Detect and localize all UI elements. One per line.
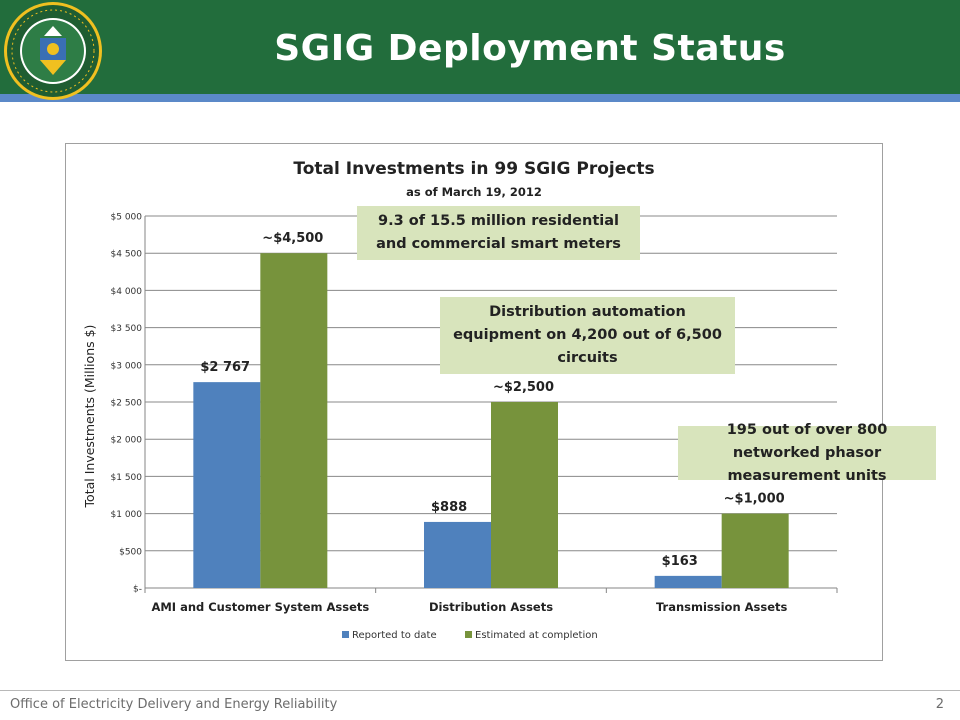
x-tick-label: Transmission Assets bbox=[656, 600, 788, 614]
data-label: $888 bbox=[431, 500, 467, 515]
bar-reported bbox=[654, 575, 722, 588]
chart-title: Total Investments in 99 SGIG Projects bbox=[293, 159, 654, 179]
y-tick-label: $4 500 bbox=[111, 250, 143, 260]
y-tick-label: $3 000 bbox=[111, 361, 143, 371]
legend-swatch-estimated bbox=[465, 631, 472, 638]
legend-swatch-reported bbox=[342, 631, 349, 638]
callout-smart-meters: 9.3 of 15.5 million residential and comm… bbox=[357, 206, 640, 260]
chart-subtitle: as of March 19, 2012 bbox=[406, 185, 542, 199]
y-tick-label: $5 000 bbox=[111, 213, 143, 223]
y-tick-label: $1 500 bbox=[111, 473, 143, 483]
legend-label-reported: Reported to date bbox=[352, 630, 437, 641]
y-tick-label: $4 000 bbox=[111, 287, 143, 297]
slide-title: SGIG Deployment Status bbox=[274, 28, 786, 69]
footer-text: Office of Electricity Delivery and Energ… bbox=[10, 697, 338, 712]
callout-phasor-units: 195 out of over 800 networked phasor mea… bbox=[678, 422, 936, 484]
chart-frame: Total Investments in 99 SGIG Projects as … bbox=[65, 143, 936, 661]
page-number: 2 bbox=[935, 697, 944, 712]
y-axis-title: Total Investments (Millions $) bbox=[82, 325, 97, 509]
doe-seal-logo bbox=[4, 2, 102, 100]
header-bar bbox=[0, 0, 960, 94]
bar-estimated bbox=[260, 253, 328, 588]
callout-distribution-automation: Distribution automation equipment on 4,2… bbox=[440, 297, 735, 374]
bar-estimated bbox=[491, 402, 558, 588]
legend-label-estimated: Estimated at completion bbox=[475, 630, 598, 641]
x-tick-label: AMI and Customer System Assets bbox=[151, 600, 369, 614]
data-label: ~$4,500 bbox=[262, 231, 323, 246]
data-label: $2 767 bbox=[200, 360, 250, 375]
data-label: ~$2,500 bbox=[493, 380, 554, 395]
data-label: $163 bbox=[662, 554, 698, 569]
data-label: ~$1,000 bbox=[724, 492, 785, 507]
y-tick-label: $- bbox=[133, 585, 142, 595]
bar-reported bbox=[193, 382, 261, 588]
footer-divider bbox=[0, 690, 960, 691]
y-tick-label: $3 500 bbox=[111, 324, 143, 334]
x-tick-label: Distribution Assets bbox=[429, 600, 553, 614]
y-tick-label: $2 500 bbox=[111, 399, 143, 409]
y-tick-label: $2 000 bbox=[111, 436, 143, 446]
y-tick-label: $1 000 bbox=[111, 510, 143, 520]
y-tick-label: $500 bbox=[119, 547, 142, 557]
investment-bar-chart: Total Investments in 99 SGIG Projects as … bbox=[82, 159, 838, 641]
header-stripe bbox=[0, 94, 960, 102]
bar-reported bbox=[424, 521, 491, 588]
bar-estimated bbox=[721, 513, 789, 588]
